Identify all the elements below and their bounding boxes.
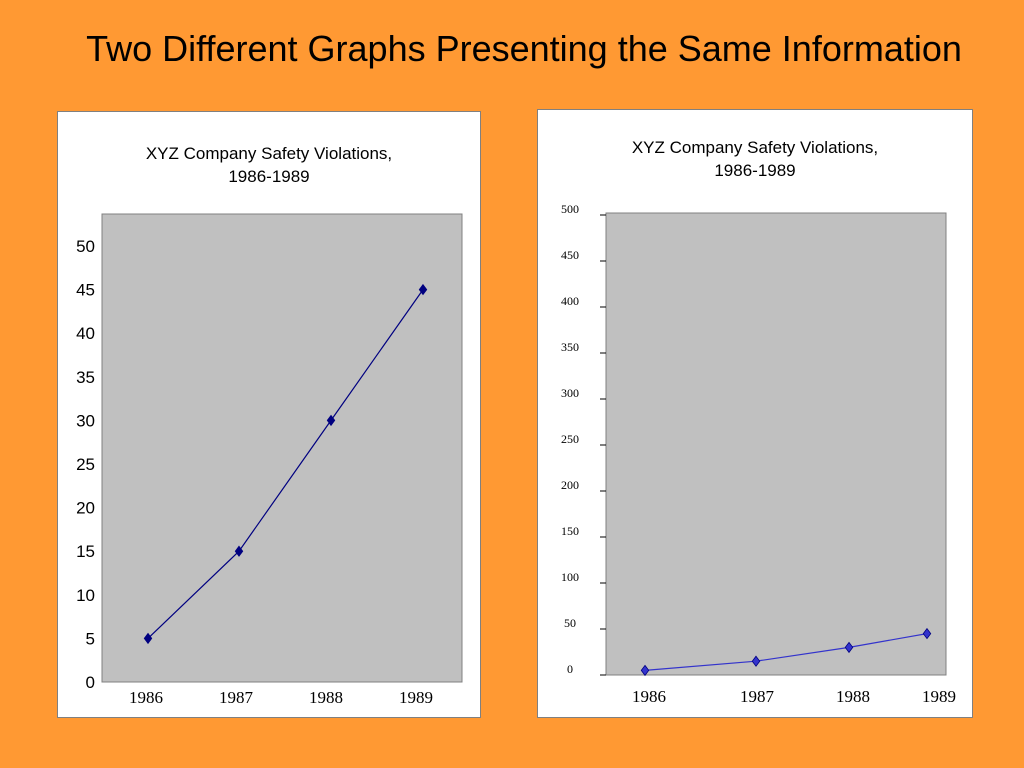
right-xtick-label: 1987 <box>740 687 775 706</box>
left-ytick-label: 35 <box>76 368 95 387</box>
right-xtick-label: 1988 <box>836 687 870 706</box>
right-ytick-label: 450 <box>561 248 579 262</box>
chart-panel-right: XYZ Company Safety Violations, 1986-1989… <box>537 109 973 718</box>
left-xtick-label: 1986 <box>129 688 163 707</box>
right-plot-area <box>605 212 947 676</box>
left-ytick-label: 50 <box>76 237 95 256</box>
left-xtick-label: 1987 <box>219 688 254 707</box>
right-ytick-label: 200 <box>561 478 579 492</box>
left-ytick-label: 30 <box>76 411 95 430</box>
left-ytick-label: 40 <box>76 324 95 343</box>
right-xtick-label: 1989 <box>922 687 956 706</box>
right-ytick-label: 250 <box>561 432 579 446</box>
left-data-point <box>326 414 336 427</box>
left-series-line <box>147 289 424 639</box>
right-ytick-label: 300 <box>561 386 579 400</box>
right-series-line <box>644 633 928 671</box>
left-ytick-label: 25 <box>76 455 95 474</box>
left-data-point <box>234 545 244 557</box>
chart-title-left-line-2: 1986-1989 <box>228 167 310 186</box>
left-ytick-label: 5 <box>86 629 95 648</box>
slide-title: Two Different Graphs Presenting the Same… <box>86 28 962 69</box>
right-ytick-label: 500 <box>561 202 579 216</box>
chart-title-left-line-1: XYZ Company Safety Violations, <box>145 144 393 163</box>
right-ytick-label: 150 <box>561 524 579 538</box>
chart-title-left: XYZ Company Safety Violations, 1986-1989 <box>58 142 480 188</box>
right-ytick-label: 50 <box>564 616 576 630</box>
line-chart-left: 0 5 10 15 20 25 30 35 40 45 50 1986 1987 1988 1989 <box>76 213 463 707</box>
line-chart-right: 0 50 100 150 200 250 300 350 400 450 500 1986 1987 19… <box>561 202 956 706</box>
right-data-point <box>922 627 932 640</box>
left-plot-area <box>101 213 463 683</box>
right-ytick-label: 400 <box>561 294 579 308</box>
left-ytick-label: 10 <box>76 586 95 605</box>
chart-title-right: XYZ Company Safety Violations, 1986-1989 <box>538 136 972 182</box>
left-ytick-label: 15 <box>76 542 95 561</box>
chart-title-right-line-1: XYZ Company Safety Violations, <box>631 138 879 157</box>
right-data-point <box>751 655 761 667</box>
right-data-point <box>844 641 854 654</box>
left-ytick-label: 45 <box>76 281 95 300</box>
right-data-point <box>640 664 650 677</box>
right-ytick-label: 350 <box>561 340 579 354</box>
left-data-point <box>143 632 153 645</box>
chart-title-right-line-2: 1986-1989 <box>714 161 796 180</box>
chart-panel-left: XYZ Company Safety Violations, 1986-1989… <box>57 111 481 718</box>
left-ytick-label: 20 <box>76 499 95 518</box>
left-xtick-label: 1989 <box>399 688 433 707</box>
left-data-point <box>418 283 428 296</box>
right-ytick-label: 100 <box>561 570 579 584</box>
left-ytick-label: 0 <box>86 673 95 692</box>
left-xtick-label: 1988 <box>309 688 343 707</box>
right-ytick-label: 0 <box>567 662 573 676</box>
right-xtick-label: 1986 <box>632 687 666 706</box>
